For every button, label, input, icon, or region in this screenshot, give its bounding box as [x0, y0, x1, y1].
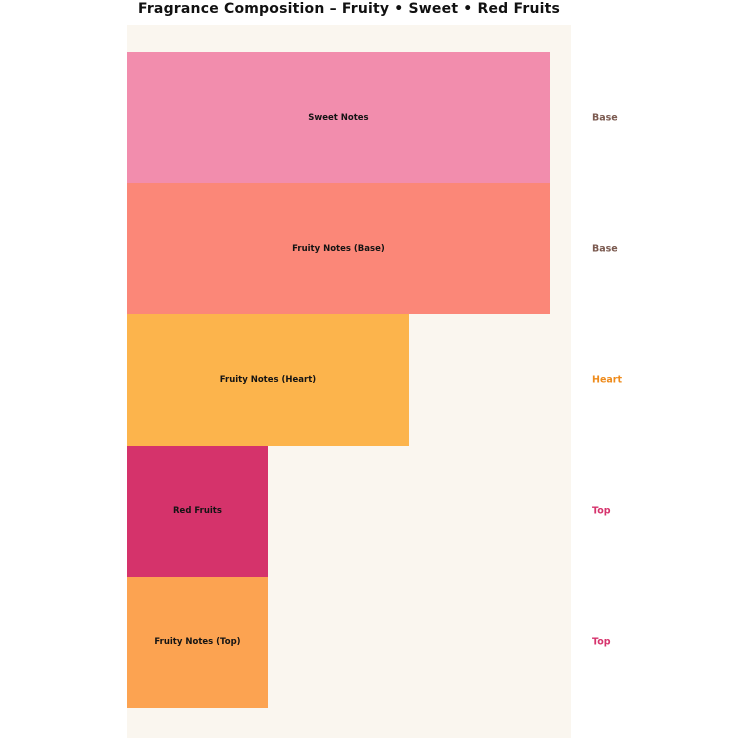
bar-label: Red Fruits [173, 506, 222, 517]
chart-title: Fragrance Composition – Fruity • Sweet •… [137, 1, 561, 17]
bar-sweet-notes: Sweet Notes [127, 52, 550, 184]
bar-fruity-notes-top: Fruity Notes (Top) [127, 576, 268, 708]
phase-label: Base [592, 112, 618, 124]
bar-label: Fruity Notes (Top) [154, 637, 241, 648]
phase-label: Base [592, 243, 618, 255]
bar-label: Fruity Notes (Heart) [219, 374, 317, 385]
bar-fruity-notes-base: Fruity Notes (Base) [127, 183, 550, 315]
phase-label: Heart [592, 374, 623, 386]
bar-fruity-notes-heart: Fruity Notes (Heart) [127, 314, 409, 446]
bar-label: Sweet Notes [308, 112, 369, 123]
bar-red-fruits: Red Fruits [127, 445, 268, 577]
bar-label: Fruity Notes (Base) [292, 243, 385, 254]
phase-label: Top [592, 505, 611, 517]
phase-label: Top [592, 636, 611, 648]
plot-area: Sweet Notes Fruity Notes (Base) Fruity Not… [127, 25, 571, 738]
